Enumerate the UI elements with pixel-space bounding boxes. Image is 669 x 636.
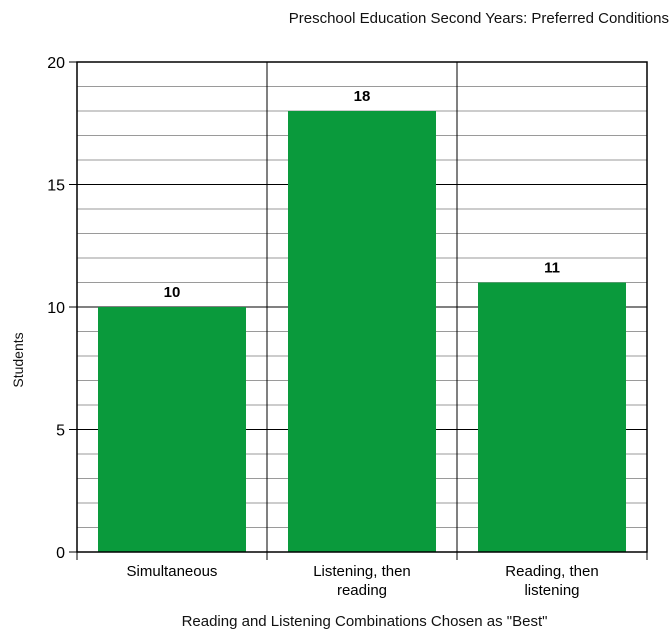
x-tick-label: listening (524, 582, 579, 599)
data-label: 10 (164, 284, 181, 301)
y-tick-label: 20 (47, 55, 65, 72)
chart-title: Preschool Education Second Years: Prefer… (288, 10, 669, 27)
data-label: 11 (544, 260, 560, 277)
y-tick-label: 15 (47, 178, 65, 195)
y-tick-label: 10 (47, 300, 65, 317)
bar (288, 111, 436, 552)
x-tick-label: Reading, then (505, 563, 598, 580)
bar (478, 282, 626, 552)
x-tick-label: Simultaneous (127, 563, 218, 580)
bar (98, 307, 246, 552)
y-tick-label: 5 (56, 423, 65, 440)
data-label: 18 (354, 88, 371, 105)
x-tick-label: Listening, then (313, 563, 411, 580)
plot-frame (76, 61, 648, 553)
x-axis-label: Reading and Listening Combinations Chose… (181, 613, 548, 630)
y-tick-label: 0 (56, 545, 65, 562)
x-tick-label: reading (337, 582, 387, 599)
